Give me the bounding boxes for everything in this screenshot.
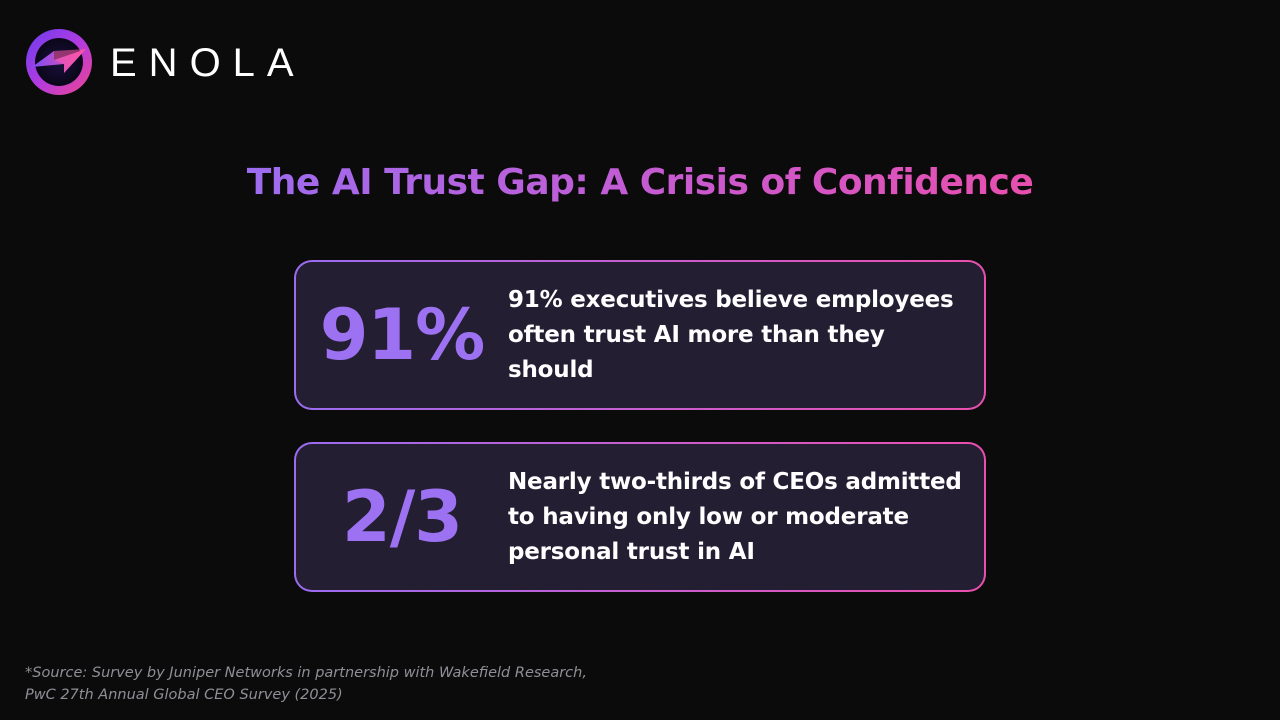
stat-description: 91% executives believe employees often t… bbox=[508, 286, 954, 383]
stat-value: 91% bbox=[319, 294, 486, 376]
slide-title: The AI Trust Gap: A Crisis of Confidence bbox=[0, 160, 1280, 206]
stat-value: 2/3 bbox=[342, 476, 463, 558]
enola-lightning-logo-icon bbox=[26, 29, 92, 95]
stat-card-body: 91% 91% executives believe employees oft… bbox=[296, 262, 984, 408]
stat-card: 91% 91% executives believe employees oft… bbox=[294, 260, 986, 410]
source-footnote: *Source: Survey by Juniper Networks in p… bbox=[25, 665, 587, 703]
brand-name: ENOLA bbox=[110, 41, 306, 85]
slide-title-text: The AI Trust Gap: A Crisis of Confidence bbox=[246, 162, 1034, 203]
brand-header: ENOLA bbox=[24, 27, 306, 97]
stat-card-body: 2/3 Nearly two-thirds of CEOs admitted t… bbox=[296, 444, 984, 590]
stat-description: Nearly two-thirds of CEOs admitted to ha… bbox=[508, 468, 962, 565]
stat-card: 2/3 Nearly two-thirds of CEOs admitted t… bbox=[294, 442, 986, 592]
